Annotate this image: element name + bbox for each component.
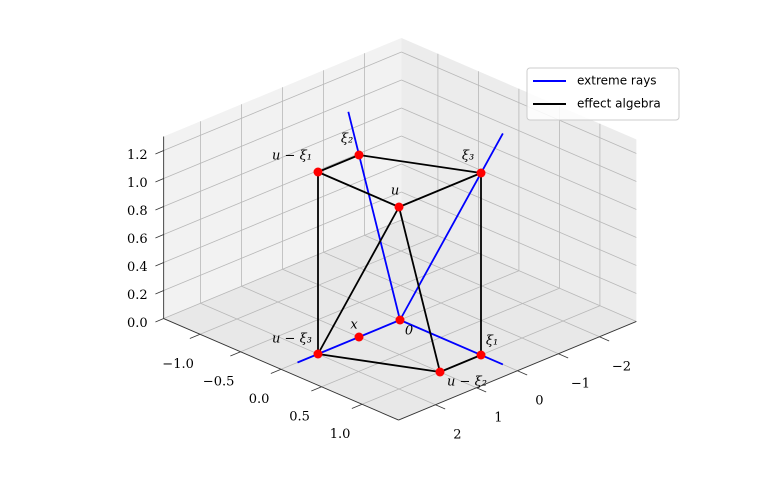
y-tick-label: 0 (535, 393, 543, 408)
point-label: ξ₂ (341, 132, 353, 147)
point-label: ξ₁ (486, 334, 498, 349)
x-tick-label: 1.0 (330, 427, 351, 442)
y-tick (476, 387, 487, 393)
z-tick-label: 0.6 (127, 232, 148, 247)
x-tick (189, 333, 201, 339)
point-label: u − ξ₃ (272, 332, 312, 347)
z-tick-label: 0.4 (127, 260, 148, 275)
z-tick-label: 1.2 (127, 148, 148, 163)
x-tick (270, 368, 282, 374)
point (354, 332, 364, 342)
z-tick (155, 178, 164, 183)
y-tick-label: 2 (453, 427, 461, 442)
grid-line (163, 191, 402, 291)
point (394, 202, 404, 212)
z-tick-label: 0.0 (127, 316, 148, 331)
z-tick-label: 1.0 (127, 176, 148, 191)
grid-line (401, 51, 637, 154)
x-tick-label: −0.5 (203, 374, 235, 389)
x-tick (351, 403, 363, 409)
point (476, 350, 486, 360)
point (354, 150, 364, 160)
z-tick (155, 206, 164, 211)
x-axis-line (163, 318, 399, 421)
grid-line (401, 79, 637, 182)
grid-line (163, 79, 402, 179)
points: 0 x ξ₁ u − ξ₂ u − ξ₃ ξ₂ ξ₃ u − ξ₁ u (272, 132, 498, 390)
y-tick (558, 353, 569, 359)
x-tick (230, 351, 241, 357)
grid-line (163, 51, 402, 151)
z-tick (155, 290, 164, 295)
grid-line (163, 163, 402, 263)
z-tick (155, 318, 164, 323)
z-tick-label: 0.8 (127, 204, 148, 219)
point (395, 315, 405, 325)
z-tick-label: 0.2 (127, 288, 148, 303)
y-tick (599, 336, 610, 342)
z-tick (155, 234, 164, 239)
x-tick-label: 0.5 (289, 409, 310, 424)
point-label: x (350, 318, 358, 333)
point (313, 349, 323, 359)
grid-line (401, 191, 637, 294)
grid-line (401, 107, 637, 210)
grid-line (163, 219, 402, 319)
y-tick-label: −2 (612, 359, 631, 374)
grid-line (364, 234, 600, 338)
point (435, 367, 445, 377)
y-axis-line (398, 321, 637, 421)
axes: −1.0 −0.5 0.0 0.5 1.0 −2 −1 0 1 2 0.0 0.2 0.4 0.6 0.8 1… (127, 136, 637, 442)
legend: extreme rays effect algebra (526, 67, 680, 121)
x-tick-label: −1.0 (162, 357, 194, 372)
point-label: u − ξ₁ (272, 149, 312, 164)
series-line (297, 111, 504, 366)
y-tick (517, 370, 528, 376)
grid-line (401, 163, 637, 266)
point-label: ξ₃ (462, 149, 474, 164)
y-tick (435, 404, 446, 410)
point (313, 167, 323, 177)
point-label: u (391, 184, 399, 199)
legend-label: effect algebra (577, 97, 661, 111)
y-tick-label: 1 (494, 410, 502, 425)
x-tick-label: 0.0 (249, 392, 270, 407)
grid-line (401, 219, 637, 322)
grid-line (401, 135, 637, 238)
z-tick (155, 262, 164, 267)
legend-label: extreme rays (577, 74, 657, 88)
point-label: 0 (405, 324, 413, 339)
x-tick (311, 386, 322, 392)
z-tick (155, 150, 164, 155)
grid-line (163, 107, 402, 207)
point-label: u − ξ₂ (447, 375, 487, 390)
point (476, 168, 486, 178)
grid-line (323, 251, 559, 355)
y-tick-label: −1 (571, 376, 590, 391)
